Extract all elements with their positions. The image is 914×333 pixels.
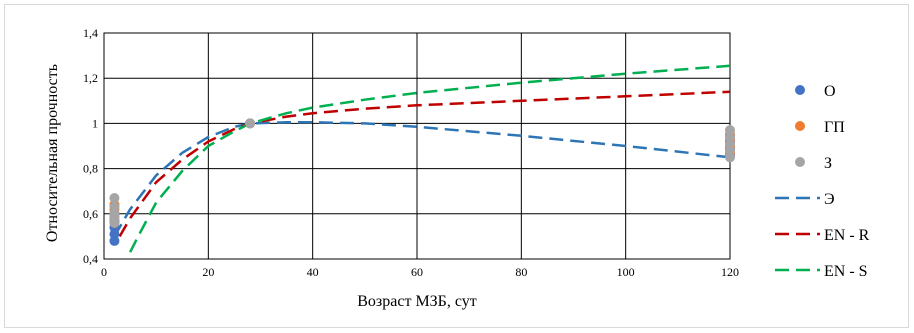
legend-marker-о: [795, 85, 805, 95]
data-point-з: [109, 202, 120, 213]
x-tick-label: 20: [202, 265, 214, 279]
x-tick-label: 80: [515, 265, 527, 279]
x-tick-label: 100: [617, 265, 635, 279]
legend-marker-гп: [795, 121, 805, 131]
x-tick-label: 40: [307, 265, 319, 279]
x-tick-label: 120: [721, 265, 739, 279]
grid: [103, 32, 731, 260]
series-layer: [109, 64, 735, 253]
y-axis-title: Относительная прочность: [44, 64, 61, 242]
data-point-з: [725, 125, 735, 136]
legend-label-о: О: [824, 83, 836, 100]
series-line-э: [113, 121, 731, 238]
y-tick-label: 0,6: [83, 207, 98, 221]
data-point-з: [109, 192, 120, 203]
legend-label-en-s: EN - S: [824, 263, 868, 280]
legend-label-гп: ГП: [824, 119, 845, 136]
x-tick-label: 0: [101, 265, 107, 279]
y-tick-label: 1,2: [83, 71, 98, 85]
legend: О ГП З Э EN - R EN - S: [775, 83, 870, 280]
x-axis-title: Возраст МЗБ, сут: [357, 293, 477, 310]
legend-marker-з: [795, 157, 805, 167]
ticks: 0 20 40 60 80 100 120 0,4 0,6 0,8 1 1,2 1,4: [83, 26, 739, 279]
y-tick-label: 1: [92, 116, 98, 130]
legend-label-en-r: EN - R: [824, 227, 870, 244]
y-tick-label: 0,4: [83, 252, 98, 266]
series-line-en-s: [128, 64, 731, 253]
series-line-en-r: [118, 90, 731, 238]
y-tick-label: 0,8: [83, 162, 98, 176]
y-tick-label: 1,4: [83, 26, 98, 40]
legend-label-з: З: [824, 155, 832, 172]
x-tick-label: 60: [411, 265, 423, 279]
data-point-з: [245, 118, 256, 129]
chart-frame: [4, 4, 909, 328]
legend-label-э: Э: [824, 191, 835, 208]
